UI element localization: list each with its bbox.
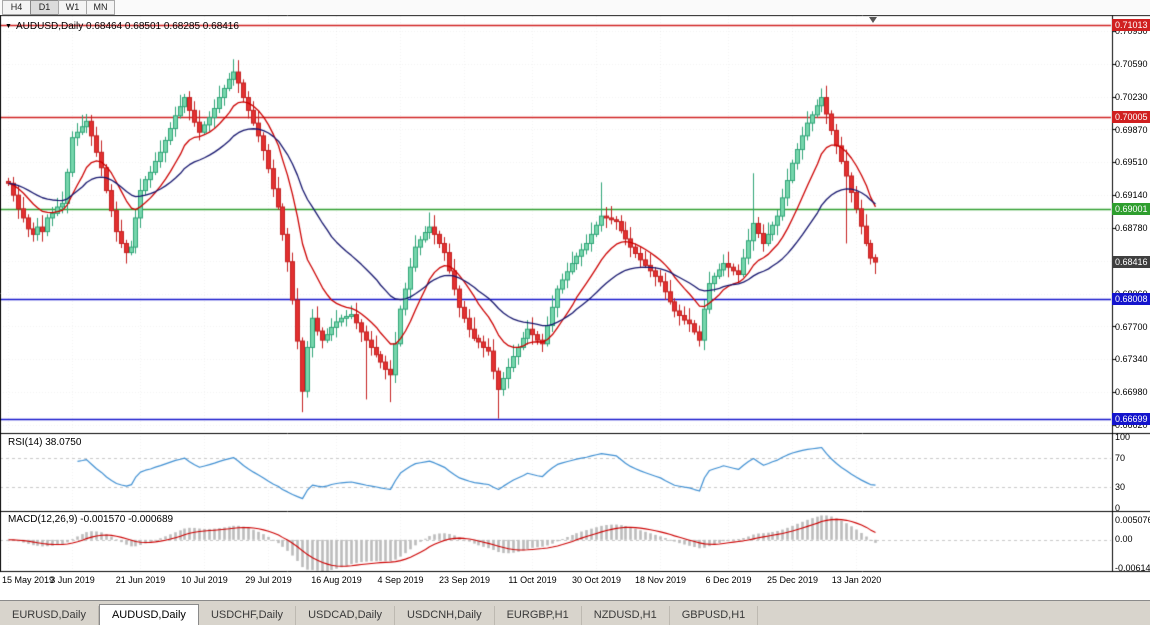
price-axis-label: 0.69510 (1115, 157, 1148, 167)
tab-eurusd-daily[interactable]: EURUSD,Daily (0, 606, 99, 625)
tab-usdcad-daily[interactable]: USDCAD,Daily (296, 606, 396, 625)
tab-gbpusd-h1[interactable]: GBPUSD,H1 (670, 606, 759, 625)
level-price-tag[interactable]: 0.69001 (1112, 203, 1150, 215)
price-axis-label: 0.69140 (1115, 190, 1148, 200)
tab-usdcnh-daily[interactable]: USDCNH,Daily (395, 606, 495, 625)
date-axis-label: 10 Jul 2019 (181, 575, 228, 585)
chart-shift-marker-icon[interactable] (869, 17, 877, 23)
price-axis-label: 0.67700 (1115, 322, 1148, 332)
rsi-axis-label: 0 (1115, 503, 1121, 513)
symbol-dropdown-icon[interactable]: ▼ (5, 23, 12, 30)
macd-indicator-label: MACD(12,26,9) -0.001570 -0.000689 (8, 514, 174, 525)
level-price-tag[interactable]: 0.68008 (1112, 293, 1150, 305)
date-axis-label: 30 Oct 2019 (571, 575, 622, 585)
date-axis-label: 21 Jun 2019 (115, 575, 166, 585)
date-axis-label: 11 Oct 2019 (508, 575, 557, 585)
date-axis-label: 23 Sep 2019 (438, 575, 491, 585)
date-axis-label: 6 Dec 2019 (705, 575, 752, 585)
date-axis-label: 15 May 2019 (2, 575, 55, 585)
macd-axis-label: 0.00 (1115, 534, 1133, 544)
level-price-tag[interactable]: 0.66699 (1112, 413, 1150, 425)
price-axis-label: 0.69870 (1115, 125, 1148, 135)
tab-eurgbp-h1[interactable]: EURGBP,H1 (495, 606, 582, 625)
price-axis-label: 0.70230 (1115, 92, 1148, 102)
tab-usdchf-daily[interactable]: USDCHF,Daily (199, 606, 297, 625)
current-price-tag: 0.68416 (1112, 256, 1150, 268)
rsi-axis-label: 70 (1115, 453, 1126, 463)
tab-audusd-daily[interactable]: AUDUSD,Daily (98, 604, 199, 625)
price-axis-label: 0.66620 (1115, 420, 1148, 430)
timeframe-button-mn[interactable]: MN (86, 0, 115, 15)
date-axis-label: 4 Sep 2019 (377, 575, 424, 585)
rsi-axis-label: 100 (1115, 432, 1131, 442)
date-axis-label: 16 Aug 2019 (311, 575, 362, 585)
level-price-tag[interactable]: 0.70005 (1112, 111, 1150, 123)
chart-tab-bar: EURUSD,Daily AUDUSD,Daily USDCHF,Daily U… (0, 600, 1150, 625)
timeframe-button-d1[interactable]: D1 (30, 0, 59, 15)
timeframe-toolbar: H4 D1 W1 MN (0, 0, 1150, 15)
price-axis-label: 0.67340 (1115, 354, 1148, 364)
timeframe-button-h4[interactable]: H4 (2, 0, 31, 15)
date-axis-label: 25 Dec 2019 (766, 575, 819, 585)
date-axis-label: 3 Jun 2019 (50, 575, 95, 585)
price-axis-label: 0.68780 (1115, 223, 1148, 233)
tab-nzdusd-h1[interactable]: NZDUSD,H1 (582, 606, 670, 625)
price-chart-canvas[interactable] (0, 0, 1150, 600)
rsi-indicator-label: RSI(14) 38.0750 (8, 437, 82, 448)
macd-axis-label: -0.006148 (1115, 563, 1150, 573)
timeframe-button-w1[interactable]: W1 (58, 0, 87, 15)
price-axis-label: 0.66980 (1115, 387, 1148, 397)
date-axis-label: 13 Jan 2020 (831, 575, 882, 585)
chart-title-ohlc: AUDUSD,Daily 0.68464 0.68501 0.68285 0.6… (16, 21, 239, 32)
level-price-tag[interactable]: 0.71013 (1112, 19, 1150, 31)
rsi-axis-label: 30 (1115, 482, 1126, 492)
price-axis-label: 0.70950 (1115, 26, 1148, 36)
date-axis-label: 18 Nov 2019 (634, 575, 687, 585)
price-axis-label: 0.70590 (1115, 59, 1148, 69)
date-axis-label: 29 Jul 2019 (245, 575, 292, 585)
macd-axis-label: 0.005076 (1115, 515, 1150, 525)
